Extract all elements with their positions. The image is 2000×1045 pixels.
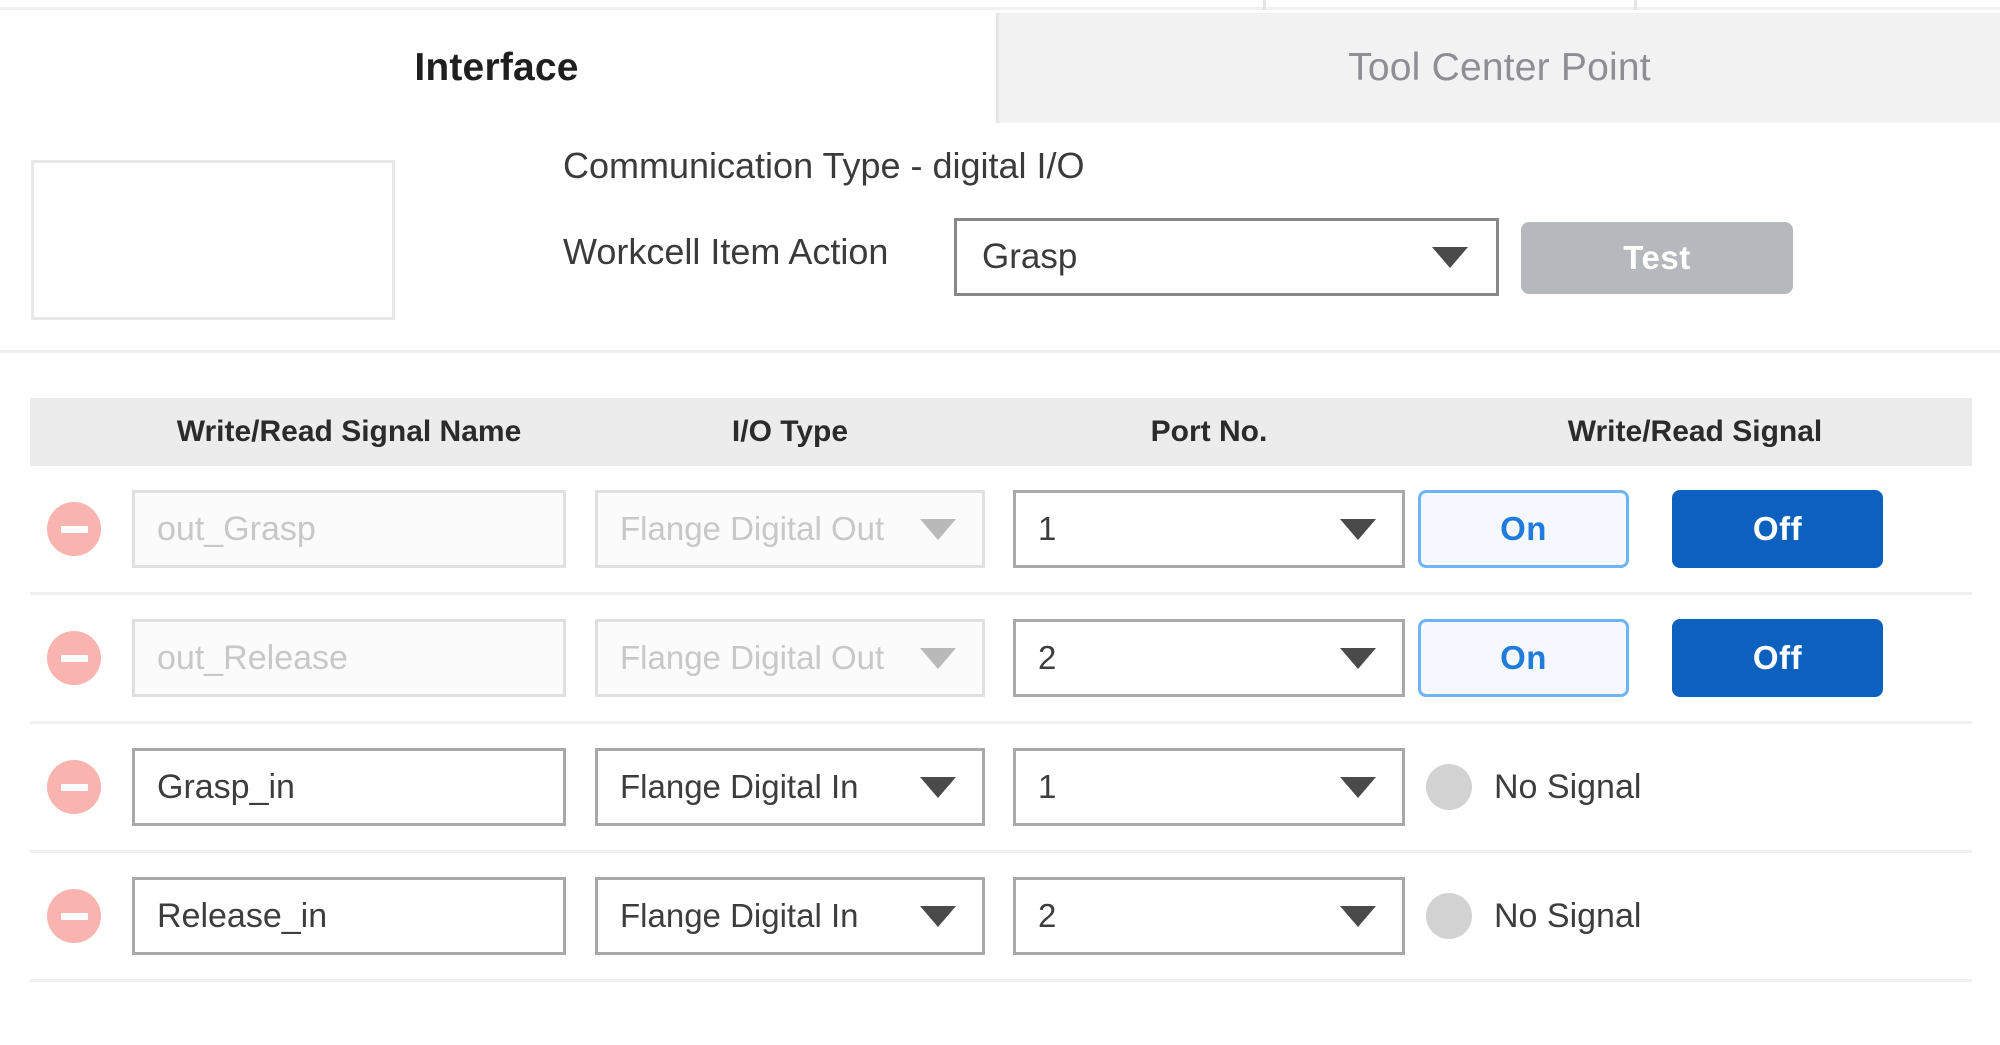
workcell-item-action-select[interactable]: Grasp [954,218,1499,296]
port-no-select[interactable]: 2 [1013,877,1405,955]
remove-row-cell [30,889,118,943]
table-row: Release_in Flange Digital In 2 No Signal [30,853,1972,982]
port-no-cell: 1 [1000,490,1418,568]
tab-tool-center-point-label: Tool Center Point [1348,46,1651,89]
io-type-select[interactable]: Flange Digital In [595,877,985,955]
port-no-select[interactable]: 1 [1013,490,1405,568]
test-button-label: Test [1623,239,1691,276]
signal-off-button[interactable]: Off [1672,619,1883,697]
chevron-down-icon [920,648,956,669]
remove-row-cell [30,631,118,685]
port-no-cell: 2 [1000,619,1418,697]
tool-thumbnail-placeholder [31,160,395,320]
io-type-select[interactable]: Flange Digital Out [595,490,985,568]
signal-name-input[interactable]: out_Grasp [132,490,566,568]
signal-on-button[interactable]: On [1418,490,1629,568]
io-type-value: Flange Digital Out [620,639,885,676]
io-type-value: Flange Digital In [620,768,859,805]
signal-name-cell: out_Grasp [118,490,580,568]
test-button[interactable]: Test [1521,222,1793,294]
workcell-item-action-label: Workcell Item Action [563,231,889,272]
tab-interface[interactable]: Interface [0,13,993,123]
port-no-value: 2 [1038,897,1057,934]
table-row: out_Release Flange Digital Out 2 On Off [30,595,1972,724]
status-dot-icon [1426,893,1472,939]
communication-type-label: Communication Type - digital I/O [563,145,1085,186]
port-no-value: 2 [1038,639,1057,676]
port-no-select[interactable]: 2 [1013,619,1405,697]
signal-off-button[interactable]: Off [1672,490,1883,568]
chevron-down-icon [1340,519,1376,540]
port-no-value: 1 [1038,768,1057,805]
on-off-toggle-group: On Off [1418,490,1883,568]
chevron-down-icon [920,906,956,927]
top-strip-divider-2 [1634,0,1637,10]
signal-table-header: Write/Read Signal Name I/O Type Port No.… [30,398,1972,466]
minus-circle-icon[interactable] [47,889,101,943]
chevron-down-icon [1340,906,1376,927]
on-off-toggle-group: On Off [1418,619,1883,697]
top-strip [0,0,2000,10]
chevron-down-icon [1432,246,1468,268]
signal-status-indicator: No Signal [1418,893,1641,939]
minus-circle-icon[interactable] [47,760,101,814]
workcell-item-action-value: Grasp [982,237,1078,276]
minus-circle-icon[interactable] [47,502,101,556]
signal-status-label: No Signal [1494,767,1642,806]
io-type-value: Flange Digital Out [620,510,885,547]
tab-tool-center-point[interactable]: Tool Center Point [996,13,2000,123]
write-read-signal-cell: On Off [1418,490,1972,568]
io-type-cell: Flange Digital Out [580,490,1000,568]
signal-table: Write/Read Signal Name I/O Type Port No.… [30,398,1972,982]
chevron-down-icon [920,519,956,540]
chevron-down-icon [1340,777,1376,798]
chevron-down-icon [920,777,956,798]
signal-name-input[interactable]: Release_in [132,877,566,955]
signal-status-label: No Signal [1494,896,1642,935]
write-read-signal-cell: No Signal [1418,764,1972,810]
table-row: out_Grasp Flange Digital Out 1 On Off [30,466,1972,595]
minus-circle-icon[interactable] [47,631,101,685]
write-read-signal-cell: No Signal [1418,893,1972,939]
tab-bar: Interface Tool Center Point [0,13,2000,123]
signal-name-cell: Grasp_in [118,748,580,826]
remove-row-cell [30,502,118,556]
table-row: Grasp_in Flange Digital In 1 No Signal [30,724,1972,853]
io-type-select[interactable]: Flange Digital In [595,748,985,826]
top-strip-divider-1 [1263,0,1266,10]
signal-name-input[interactable]: Grasp_in [132,748,566,826]
status-dot-icon [1426,764,1472,810]
chevron-down-icon [1340,648,1376,669]
io-type-select[interactable]: Flange Digital Out [595,619,985,697]
column-header-write-read-signal: Write/Read Signal [1567,415,1823,448]
io-type-cell: Flange Digital Out [580,619,1000,697]
tab-interface-label: Interface [414,46,579,89]
port-no-value: 1 [1038,510,1057,547]
signal-on-button[interactable]: On [1418,619,1629,697]
column-header-signal-name: Write/Read Signal Name [176,415,522,448]
signal-name-input[interactable]: out_Release [132,619,566,697]
column-header-port-no: Port No. [1150,415,1268,448]
io-type-cell: Flange Digital In [580,877,1000,955]
signal-name-cell: Release_in [118,877,580,955]
remove-row-cell [30,760,118,814]
column-header-io-type: I/O Type [731,415,849,448]
write-read-signal-cell: On Off [1418,619,1972,697]
port-no-cell: 2 [1000,877,1418,955]
port-no-select[interactable]: 1 [1013,748,1405,826]
io-type-value: Flange Digital In [620,897,859,934]
signal-name-cell: out_Release [118,619,580,697]
signal-status-indicator: No Signal [1418,764,1641,810]
port-no-cell: 1 [1000,748,1418,826]
settings-section: Communication Type - digital I/O Workcel… [0,123,2000,353]
io-type-cell: Flange Digital In [580,748,1000,826]
